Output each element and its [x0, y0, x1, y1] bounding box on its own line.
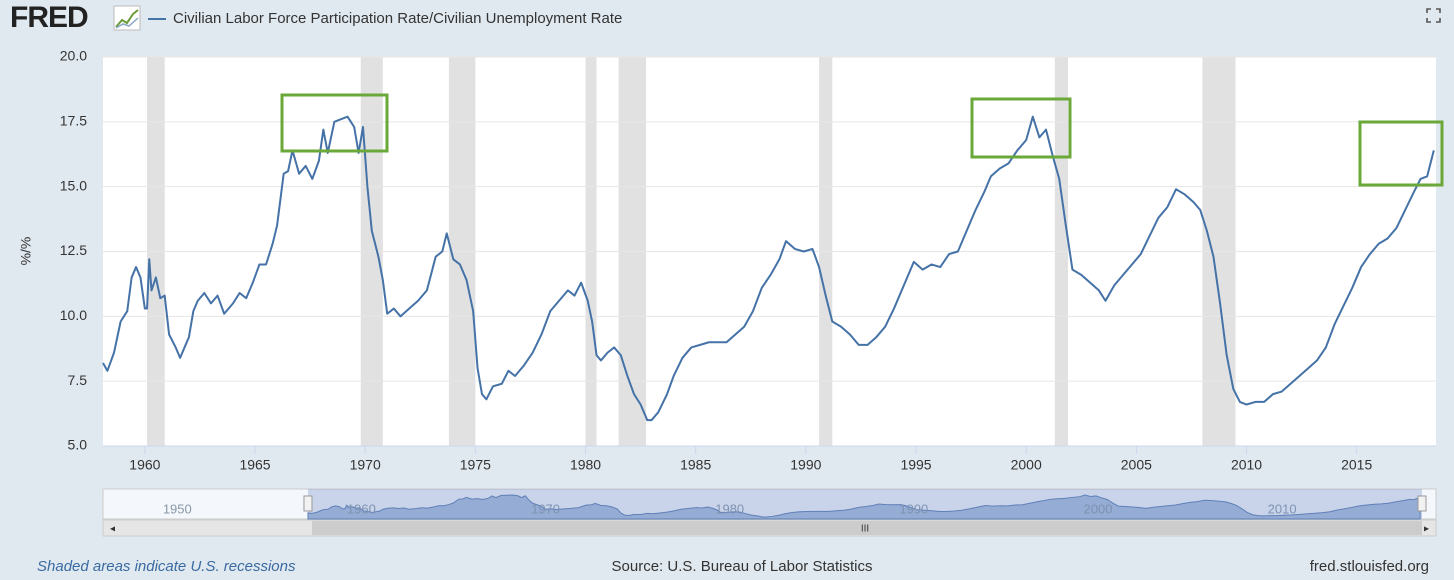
y-tick-label: 17.5 — [60, 113, 87, 129]
fullscreen-icon[interactable] — [1426, 8, 1441, 23]
x-tick-label: 1970 — [350, 457, 381, 473]
scroll-right[interactable]: ▸ — [1424, 524, 1429, 535]
x-tick-label: 1965 — [239, 457, 270, 473]
x-tick-label: 1960 — [129, 457, 160, 473]
x-tick-label: 2005 — [1121, 457, 1152, 473]
brand-logo: FRED — [10, 1, 88, 34]
scrollbar-thumb[interactable] — [312, 521, 1422, 535]
x-tick-label: 1985 — [680, 457, 711, 473]
navigator-tick-label: 2000 — [1084, 501, 1113, 516]
x-tick-label: 2010 — [1231, 457, 1262, 473]
annotation-boxes — [280, 93, 1444, 187]
site: fred.stlouisfed.org — [1310, 558, 1429, 575]
scrollbar-grip: III — [861, 524, 869, 535]
y-tick-label: 10.0 — [60, 307, 87, 323]
y-tick-label: 12.5 — [60, 242, 87, 258]
navigator-tick-label: 2010 — [1268, 501, 1297, 516]
navigator-selection — [307, 489, 1423, 519]
y-axis-label: %/% — [18, 237, 34, 266]
x-tick-label: 1995 — [900, 457, 931, 473]
recession-note: Shaded areas indicate U.S. recessions — [37, 558, 296, 575]
navigator-tick-label: 1970 — [531, 501, 560, 516]
y-tick-label: 5.0 — [68, 437, 88, 453]
y-tick-label: 20.0 — [60, 48, 87, 64]
x-tick-label: 2000 — [1011, 457, 1042, 473]
x-tick-label: 1980 — [570, 457, 601, 473]
navigator-area — [307, 494, 1421, 520]
brand-icon — [113, 5, 141, 31]
source: Source: U.S. Bureau of Labor Statistics — [612, 558, 873, 575]
data-line — [102, 115, 1435, 422]
navigator-tick-label: 1950 — [163, 501, 192, 516]
navigator-tick-label: 1980 — [715, 501, 744, 516]
legend-label: Civilian Labor Force Participation Rate/… — [173, 10, 622, 27]
navigator-handle — [1417, 495, 1427, 512]
x-tick-label: 2015 — [1341, 457, 1372, 473]
navigator-tick-label: 1990 — [899, 501, 928, 516]
y-tick-label: 15.0 — [60, 177, 87, 193]
x-tick-label: 1975 — [460, 457, 491, 473]
x-tick-label: 1990 — [790, 457, 821, 473]
navigator-handle — [303, 495, 313, 512]
scroll-left[interactable]: ◂ — [110, 524, 115, 535]
y-tick-label: 7.5 — [68, 372, 88, 388]
navigator-tick-label: 1960 — [347, 501, 376, 516]
